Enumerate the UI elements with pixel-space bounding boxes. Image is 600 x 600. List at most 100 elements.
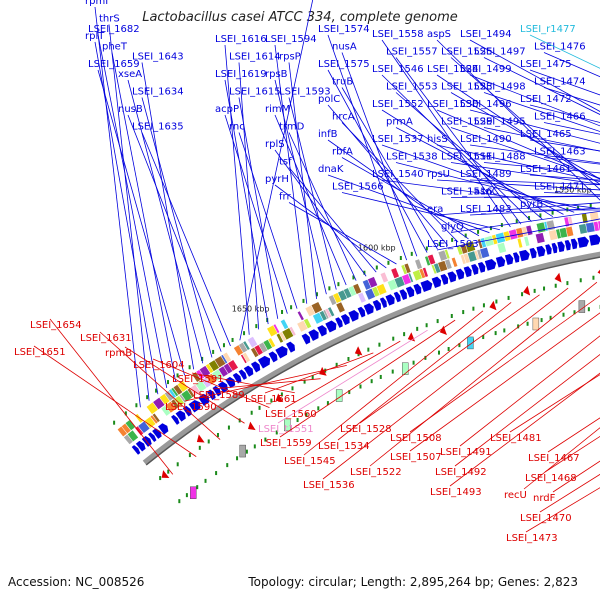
reverse-gene-label: LSEI_1507 bbox=[390, 452, 442, 463]
leader-line bbox=[450, 210, 600, 233]
cog-feature bbox=[218, 366, 228, 377]
forward-gene-label: LSEI_1574 bbox=[318, 24, 370, 35]
tick-mark bbox=[551, 210, 554, 215]
cog-feature bbox=[242, 352, 251, 363]
tick-mark bbox=[348, 390, 351, 395]
tick-mark bbox=[521, 292, 524, 297]
forward-gene-label: trmD bbox=[279, 122, 305, 133]
cog-feature bbox=[276, 333, 284, 343]
cog-feature bbox=[254, 344, 263, 356]
cog-feature bbox=[419, 268, 426, 279]
leader-line bbox=[483, 92, 600, 132]
leader-line bbox=[288, 202, 397, 265]
tick-mark bbox=[326, 401, 329, 406]
leader-line bbox=[341, 52, 418, 257]
forward-gene-label: LSEI_1503 bbox=[427, 239, 479, 250]
cog-feature bbox=[161, 405, 171, 416]
leader-line bbox=[436, 179, 600, 191]
tick-mark bbox=[515, 219, 518, 224]
leader-line bbox=[469, 207, 600, 216]
tick-mark bbox=[399, 255, 402, 260]
cog-feature bbox=[238, 342, 248, 353]
tick-mark bbox=[424, 355, 427, 360]
forward-gene-arrow bbox=[557, 241, 565, 253]
cog-feature bbox=[146, 402, 158, 415]
tick-mark bbox=[464, 233, 467, 238]
tick-mark bbox=[317, 406, 320, 411]
tick-mark bbox=[528, 216, 531, 221]
reverse-gene-labels: LSEI_1654 LSEI_1651 LSEI_1631 rpmBLSEI_1604… bbox=[14, 320, 580, 544]
cog-feature bbox=[524, 236, 530, 247]
forward-gene-label: LSEI_1511 bbox=[441, 152, 493, 163]
inner-cog-patch bbox=[402, 362, 409, 375]
forward-gene-label: dnaK bbox=[318, 164, 344, 175]
cog-feature bbox=[138, 421, 150, 434]
leader-line bbox=[238, 132, 298, 309]
cog-feature bbox=[516, 227, 524, 238]
tick-mark bbox=[328, 286, 331, 291]
cog-feature bbox=[438, 250, 448, 261]
tick-mark bbox=[290, 305, 293, 310]
leader-line bbox=[99, 331, 221, 440]
leader-line bbox=[450, 127, 600, 179]
cog-feature bbox=[199, 365, 211, 378]
reverse-gene-arrow bbox=[554, 272, 562, 283]
reverse-gene-label: LSEI_1604 bbox=[133, 360, 185, 371]
reverse-gene-label: LSEI_1545 bbox=[284, 456, 336, 467]
forward-gene-label: LSEI_1530 bbox=[427, 99, 479, 110]
leader-line bbox=[454, 353, 600, 467]
tick-mark bbox=[363, 270, 366, 275]
tick-mark bbox=[410, 251, 413, 256]
reverse-gene-label: LSEI_1522 bbox=[350, 467, 402, 478]
forward-gene-label: hisS bbox=[427, 134, 448, 145]
tick-mark bbox=[201, 356, 204, 361]
forward-gene-label: LSEI_1566 bbox=[332, 182, 384, 193]
tick-mark bbox=[554, 283, 557, 288]
forward-gene-label: acpP bbox=[215, 104, 239, 115]
leader-line bbox=[547, 417, 600, 453]
cog-feature bbox=[297, 320, 308, 332]
forward-gene-arrow bbox=[250, 361, 261, 373]
tick-mark bbox=[367, 347, 370, 352]
cog-feature bbox=[444, 249, 450, 259]
cog-feature bbox=[258, 342, 268, 353]
leader-line bbox=[288, 132, 357, 281]
reverse-gene-arrow bbox=[439, 325, 447, 335]
leader-line bbox=[450, 57, 600, 190]
forward-gene-label: rpsU bbox=[427, 169, 450, 180]
tick-mark bbox=[587, 307, 590, 312]
leader-line bbox=[381, 39, 511, 228]
cog-feature bbox=[135, 413, 143, 423]
forward-gene-arrow bbox=[477, 261, 486, 273]
cog-feature bbox=[125, 419, 136, 431]
forward-gene-label: truB bbox=[332, 77, 353, 88]
leader-line bbox=[525, 487, 600, 533]
reverse-gene-label: LSEI_t1551 bbox=[258, 424, 314, 435]
forward-gene-arrow bbox=[513, 252, 520, 263]
forward-gene-arrow bbox=[385, 294, 395, 306]
leader-line bbox=[127, 114, 222, 352]
tick-mark bbox=[178, 499, 181, 504]
forward-gene-label: LSEI_1496 bbox=[460, 99, 512, 110]
forward-gene-label: LSEI_1635 bbox=[132, 122, 184, 133]
leader-line bbox=[369, 281, 598, 467]
forward-gene-label: rpsB bbox=[265, 69, 288, 80]
cog-feature bbox=[451, 257, 458, 267]
genome-summary-text: Topology: circular; Length: 2,895,264 bp… bbox=[248, 575, 578, 589]
cog-feature bbox=[477, 249, 483, 260]
cog-feature bbox=[491, 234, 498, 245]
forward-gene-label: LSEI_1472 bbox=[520, 94, 572, 105]
cog-feature bbox=[177, 380, 188, 392]
reverse-gene-label: LSEI_1491 bbox=[440, 447, 492, 458]
cog-feature bbox=[526, 225, 533, 236]
cog-feature bbox=[221, 354, 228, 364]
cog-feature bbox=[233, 345, 244, 356]
leader-line bbox=[544, 435, 600, 473]
cog-feature bbox=[415, 259, 422, 270]
cog-feature bbox=[121, 423, 131, 434]
forward-gene-label: LSEI_1525 bbox=[441, 47, 493, 58]
leader-line bbox=[449, 372, 600, 487]
cog-feature bbox=[480, 247, 490, 259]
cog-feature bbox=[312, 312, 324, 324]
